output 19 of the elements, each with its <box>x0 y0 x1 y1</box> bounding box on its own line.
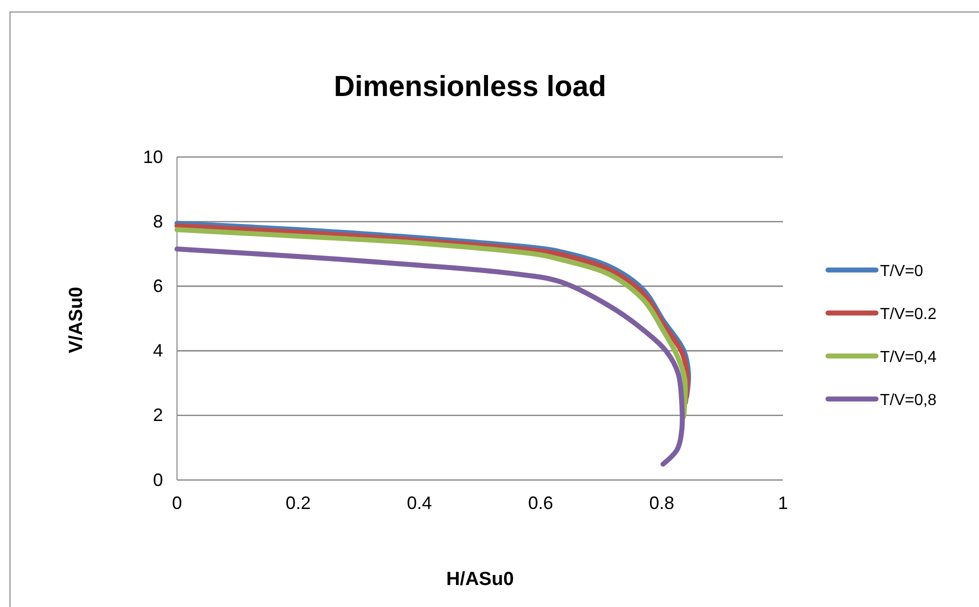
x-tick-label: 0.6 <box>528 492 554 513</box>
y-tick-label: 8 <box>152 211 163 232</box>
y-tick-label: 4 <box>152 340 163 361</box>
legend-label: T/V=0,4 <box>880 349 937 366</box>
legend-label: T/V=0 <box>880 263 924 280</box>
legend-label: T/V=0,8 <box>880 392 937 409</box>
y-tick-label: 2 <box>152 405 163 426</box>
chart-title: Dimensionless load <box>334 71 606 103</box>
x-axis-title: H/ASu0 <box>446 569 514 590</box>
y-axis-title: V/ASu0 <box>66 286 87 354</box>
x-tick-label: 0 <box>172 492 182 513</box>
x-tick-label: 0.8 <box>649 492 674 513</box>
y-tick-label: 10 <box>142 146 163 167</box>
legend-label: T/V=0.2 <box>880 306 937 323</box>
x-tick-label: 1 <box>778 492 788 513</box>
y-tick-label: 6 <box>152 276 163 296</box>
x-tick-label: 0.2 <box>286 492 311 513</box>
y-tick-label: 0 <box>152 470 163 490</box>
x-tick-label: 0.4 <box>406 492 432 513</box>
